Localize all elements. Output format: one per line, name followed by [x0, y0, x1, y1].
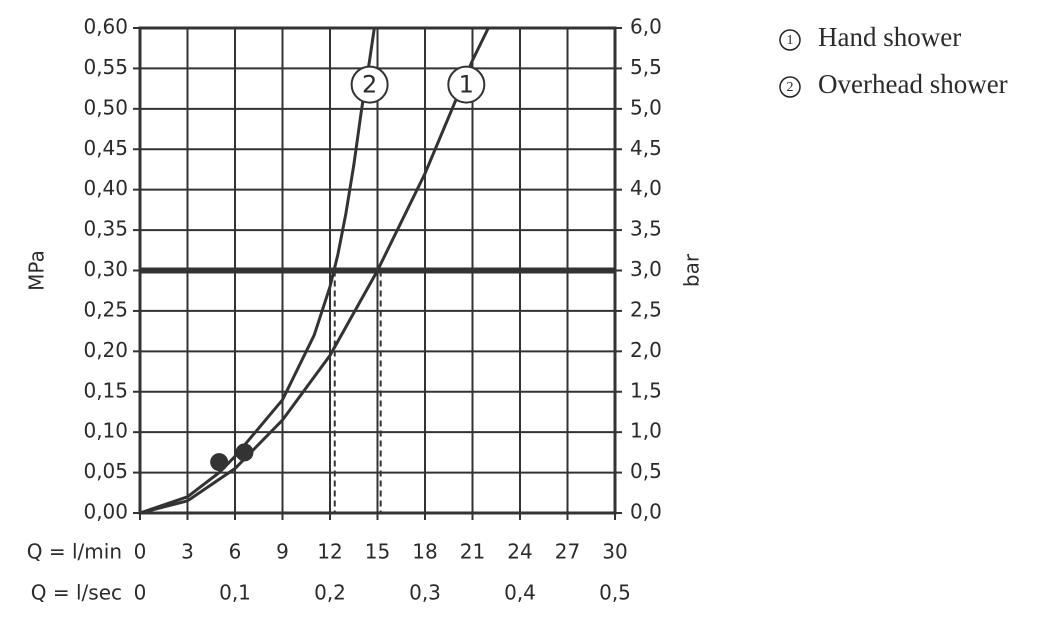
y2-tick-label: 2,5: [630, 297, 662, 321]
y-tick-label: 0,05: [83, 459, 128, 483]
x2-tick-label: 0,5: [599, 581, 631, 605]
x2-tick-label: 0,2: [314, 581, 346, 605]
x-tick-label: 21: [460, 540, 485, 564]
y2-tick-label: 1,5: [630, 378, 662, 402]
y-tick-label: 0,60: [83, 15, 128, 39]
legend-label: Hand shower: [818, 22, 961, 52]
operating-point: [235, 443, 254, 462]
curve-label: 2: [362, 71, 377, 99]
x-tick-label: 12: [317, 540, 342, 564]
y-tick-label: 0,30: [83, 257, 128, 281]
x-tick-label: 27: [555, 540, 580, 564]
y-tick-label: 0,25: [83, 297, 128, 321]
operating-point: [210, 453, 229, 472]
series-line: [139, 27, 376, 515]
x-tick-label: 6: [229, 540, 242, 564]
y-tick-label: 0,00: [83, 500, 128, 524]
x-tick-label: 30: [602, 540, 627, 564]
y-tick-label: 0,35: [83, 217, 128, 241]
y2-tick-label: 5,0: [630, 95, 662, 119]
legend-circle: [779, 76, 801, 98]
legend-label: Overhead shower: [818, 69, 1008, 99]
y-tick-label: 0,40: [83, 176, 128, 200]
x2-tick-label: 0,4: [504, 581, 536, 605]
curve-label: 1: [459, 71, 474, 99]
y2-tick-label: 4,0: [630, 176, 662, 200]
x-axis-label: Q = l/min: [27, 540, 122, 564]
x-tick-label: 15: [365, 540, 390, 564]
x-tick-label: 9: [276, 540, 289, 564]
y-tick-label: 0,15: [83, 378, 128, 402]
y2-tick-label: 6,0: [630, 15, 662, 39]
y-tick-label: 0,10: [83, 419, 128, 443]
legend-number: 2: [787, 80, 794, 95]
x-tick-label: 0: [134, 540, 147, 564]
curve-label-circle: [447, 65, 486, 104]
legend-number: 1: [787, 33, 794, 48]
x-tick-label: 3: [181, 540, 194, 564]
y2-tick-label: 4,5: [630, 136, 662, 160]
y-tick-label: 0,45: [83, 136, 128, 160]
y2-tick-label: 3,0: [630, 257, 662, 281]
y2-tick-label: 0,0: [630, 500, 662, 524]
x2-tick-label: 0: [134, 581, 147, 605]
x-tick-label: 18: [412, 540, 437, 564]
legend-circle: [779, 29, 801, 51]
y-tick-label: 0,55: [83, 55, 128, 79]
curve-label-circle: [350, 65, 389, 104]
y-axis-label: MPa: [25, 250, 49, 291]
y2-tick-label: 3,5: [630, 217, 662, 241]
y2-axis-label: bar: [680, 253, 704, 287]
x-tick-label: 24: [507, 540, 532, 564]
y2-tick-label: 5,5: [630, 55, 662, 79]
y2-tick-label: 1,0: [630, 419, 662, 443]
y2-tick-label: 0,5: [630, 459, 662, 483]
y-tick-label: 0,20: [83, 338, 128, 362]
x2-tick-label: 0,1: [219, 581, 251, 605]
y2-tick-label: 2,0: [630, 338, 662, 362]
x2-tick-label: 0,3: [409, 581, 441, 605]
x2-axis-label: Q = l/sec: [31, 581, 122, 605]
y-tick-label: 0,50: [83, 95, 128, 119]
